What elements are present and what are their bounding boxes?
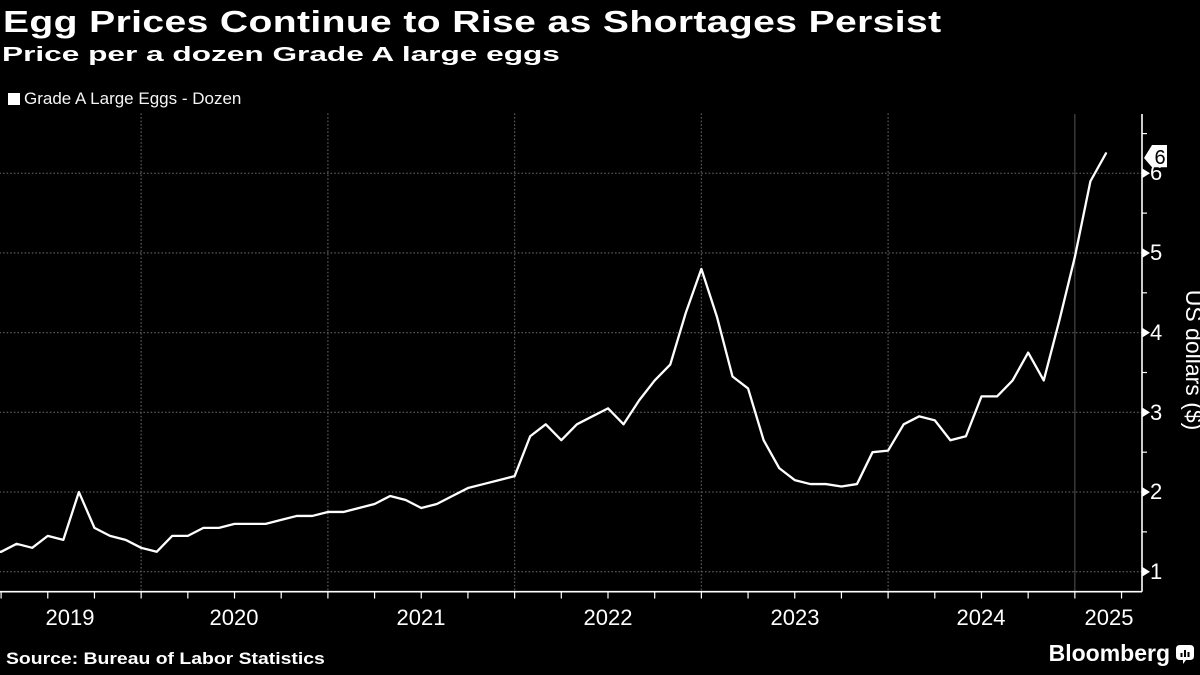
svg-text:5: 5 xyxy=(1150,240,1162,265)
svg-text:US dollars ($): US dollars ($) xyxy=(1181,290,1200,431)
svg-text:2022: 2022 xyxy=(584,605,633,630)
svg-text:2021: 2021 xyxy=(397,605,446,630)
svg-text:3: 3 xyxy=(1150,400,1162,425)
svg-text:2: 2 xyxy=(1150,479,1162,504)
svg-text:2019: 2019 xyxy=(46,605,95,630)
svg-text:2020: 2020 xyxy=(210,605,259,630)
svg-text:2025: 2025 xyxy=(1085,605,1134,630)
svg-text:4: 4 xyxy=(1150,320,1162,345)
svg-text:6: 6 xyxy=(1154,147,1165,169)
svg-text:2024: 2024 xyxy=(957,605,1006,630)
svg-text:1: 1 xyxy=(1150,559,1162,584)
svg-text:2023: 2023 xyxy=(771,605,820,630)
